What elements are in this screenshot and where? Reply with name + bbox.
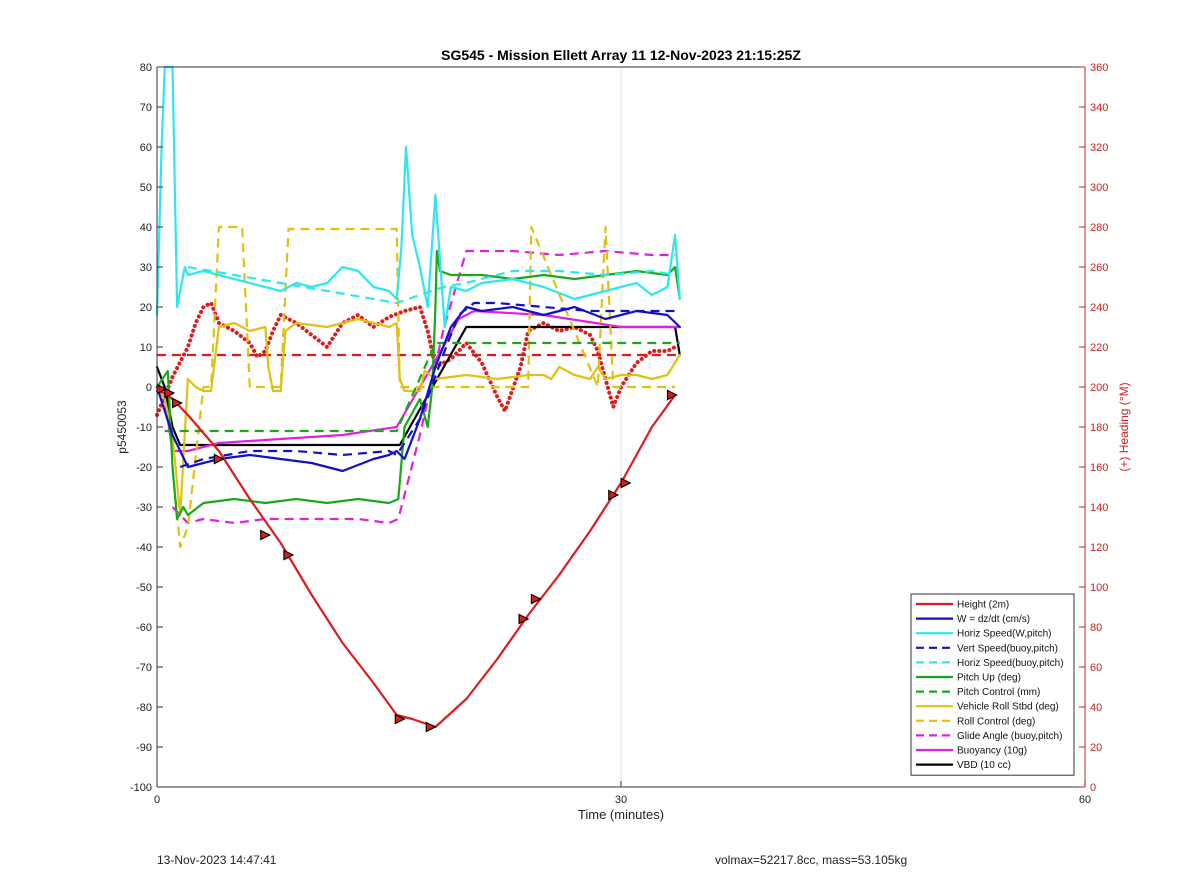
y-axis-label: p5450053 — [115, 400, 129, 454]
legend-label: W = dz/dt (cm/s) — [957, 614, 1030, 625]
legend: Height (2m) W = dz/dt (cm/s) Horiz Speed(W… — [910, 593, 1075, 776]
height-marker — [425, 721, 437, 733]
y2-tick-label: 300 — [1090, 182, 1108, 194]
legend-label: Glide Angle (buoy,pitch) — [957, 731, 1062, 742]
y-tick-label: -100 — [130, 782, 152, 794]
height-marker — [260, 529, 272, 541]
y2-tick-label: 200 — [1090, 382, 1108, 394]
y2-tick-label: 180 — [1090, 422, 1108, 434]
series-layer — [155, 65, 681, 729]
y2-tick-label: 140 — [1090, 502, 1108, 514]
y2-tick-label: 280 — [1090, 222, 1108, 234]
y2-tick-label: 100 — [1090, 582, 1108, 594]
legend-label: Horiz Speed(buoy,pitch) — [957, 658, 1064, 669]
y2-tick-label: 60 — [1090, 662, 1102, 674]
legend-label: Pitch Up (deg) — [957, 673, 1021, 684]
y-tick-label: 10 — [140, 342, 152, 354]
y2-tick-label: 320 — [1090, 142, 1108, 154]
height-marker — [164, 387, 176, 399]
series-line-glide-angle-buoy-pitch — [171, 249, 676, 525]
legend-label: Horiz Speed(W,pitch) — [957, 629, 1051, 640]
chart-title: SG545 - Mission Ellett Array 11 12-Nov-2… — [441, 47, 801, 63]
series-line-pitch-up-deg — [155, 249, 681, 521]
legend-label: Vehicle Roll Stbd (deg) — [957, 702, 1059, 713]
height-marker — [608, 489, 620, 501]
marker-layer — [156, 383, 678, 733]
footer-timestamp: 13-Nov-2023 14:47:41 — [157, 853, 277, 867]
legend-label: Buoyancy (10g) — [957, 746, 1027, 757]
series-line-vbd-10-cc — [155, 325, 681, 447]
series-line-vehicle-roll-stbd-deg — [155, 317, 681, 517]
y-tick-label: -10 — [136, 422, 152, 434]
height-marker — [518, 613, 530, 625]
x-tick-label: 60 — [1079, 794, 1091, 806]
x-axis-label: Time (minutes) — [578, 807, 664, 822]
y2-tick-label: 80 — [1090, 622, 1102, 634]
y2-axis-label: (+) Heading (°M) — [1117, 382, 1131, 471]
height-marker — [172, 397, 183, 409]
y-tick-label: 0 — [146, 382, 152, 394]
legend-label: VBD (10 cc) — [957, 760, 1011, 771]
y2-tick-label: 360 — [1090, 62, 1108, 74]
tick-labels: 0 30 6080706050403020100-10-20-30-40-50-60… — [130, 62, 1108, 806]
series-line-horiz-speed-buoy-pitch — [187, 265, 676, 305]
y2-tick-label: 0 — [1090, 782, 1096, 794]
series-line-w-dz-dt-cm-s — [155, 305, 681, 473]
y-tick-label: -60 — [136, 622, 152, 634]
y-tick-label: -70 — [136, 662, 152, 674]
legend-label: Roll Control (deg) — [957, 716, 1035, 727]
height-marker — [394, 713, 406, 725]
y-tick-label: 60 — [140, 142, 152, 154]
y-tick-label: 20 — [140, 302, 152, 314]
series-line-pitch-control-mm — [164, 341, 680, 433]
y2-tick-label: 340 — [1090, 102, 1108, 114]
height-marker — [530, 593, 542, 605]
y2-tick-label: 120 — [1090, 542, 1108, 554]
y-tick-label: 50 — [140, 182, 152, 194]
y-tick-label: -50 — [136, 582, 152, 594]
series-line-horiz-speed-w-pitch — [155, 65, 681, 329]
series-line-buoyancy-10g — [155, 309, 681, 453]
y-tick-label: 70 — [140, 102, 152, 114]
y2-tick-label: 240 — [1090, 302, 1108, 314]
footer-vehicle-params: volmax=52217.8cc, mass=53.105kg — [715, 853, 908, 867]
y-tick-label: -20 — [136, 462, 152, 474]
series-line-height-2m — [155, 389, 677, 729]
legend-label: Vert Speed(buoy,pitch) — [957, 643, 1058, 654]
legend-label: Height (2m) — [957, 600, 1009, 611]
y-tick-label: -80 — [136, 702, 152, 714]
y2-tick-label: 220 — [1090, 342, 1108, 354]
x-tick-label: 0 — [154, 794, 160, 806]
height-marker — [620, 477, 632, 489]
legend-box — [910, 593, 1075, 776]
y-tick-label: -90 — [136, 742, 152, 754]
series-line-heading — [155, 301, 678, 417]
height-marker — [283, 549, 295, 561]
legend-label: Pitch Control (mm) — [957, 687, 1040, 698]
height-marker — [213, 453, 225, 465]
y2-tick-label: 40 — [1090, 702, 1102, 714]
y-tick-label: 30 — [140, 262, 152, 274]
series-line-roll-control-deg — [171, 225, 676, 549]
y-tick-label: -30 — [136, 502, 152, 514]
y2-tick-label: 160 — [1090, 462, 1108, 474]
height-marker — [666, 389, 678, 401]
x-tick-label: 30 — [615, 794, 627, 806]
y2-tick-label: 20 — [1090, 742, 1102, 754]
y-tick-label: 40 — [140, 222, 152, 234]
y-tick-label: -40 — [136, 542, 152, 554]
y-tick-label: 80 — [140, 62, 152, 74]
y2-tick-label: 260 — [1090, 262, 1108, 274]
